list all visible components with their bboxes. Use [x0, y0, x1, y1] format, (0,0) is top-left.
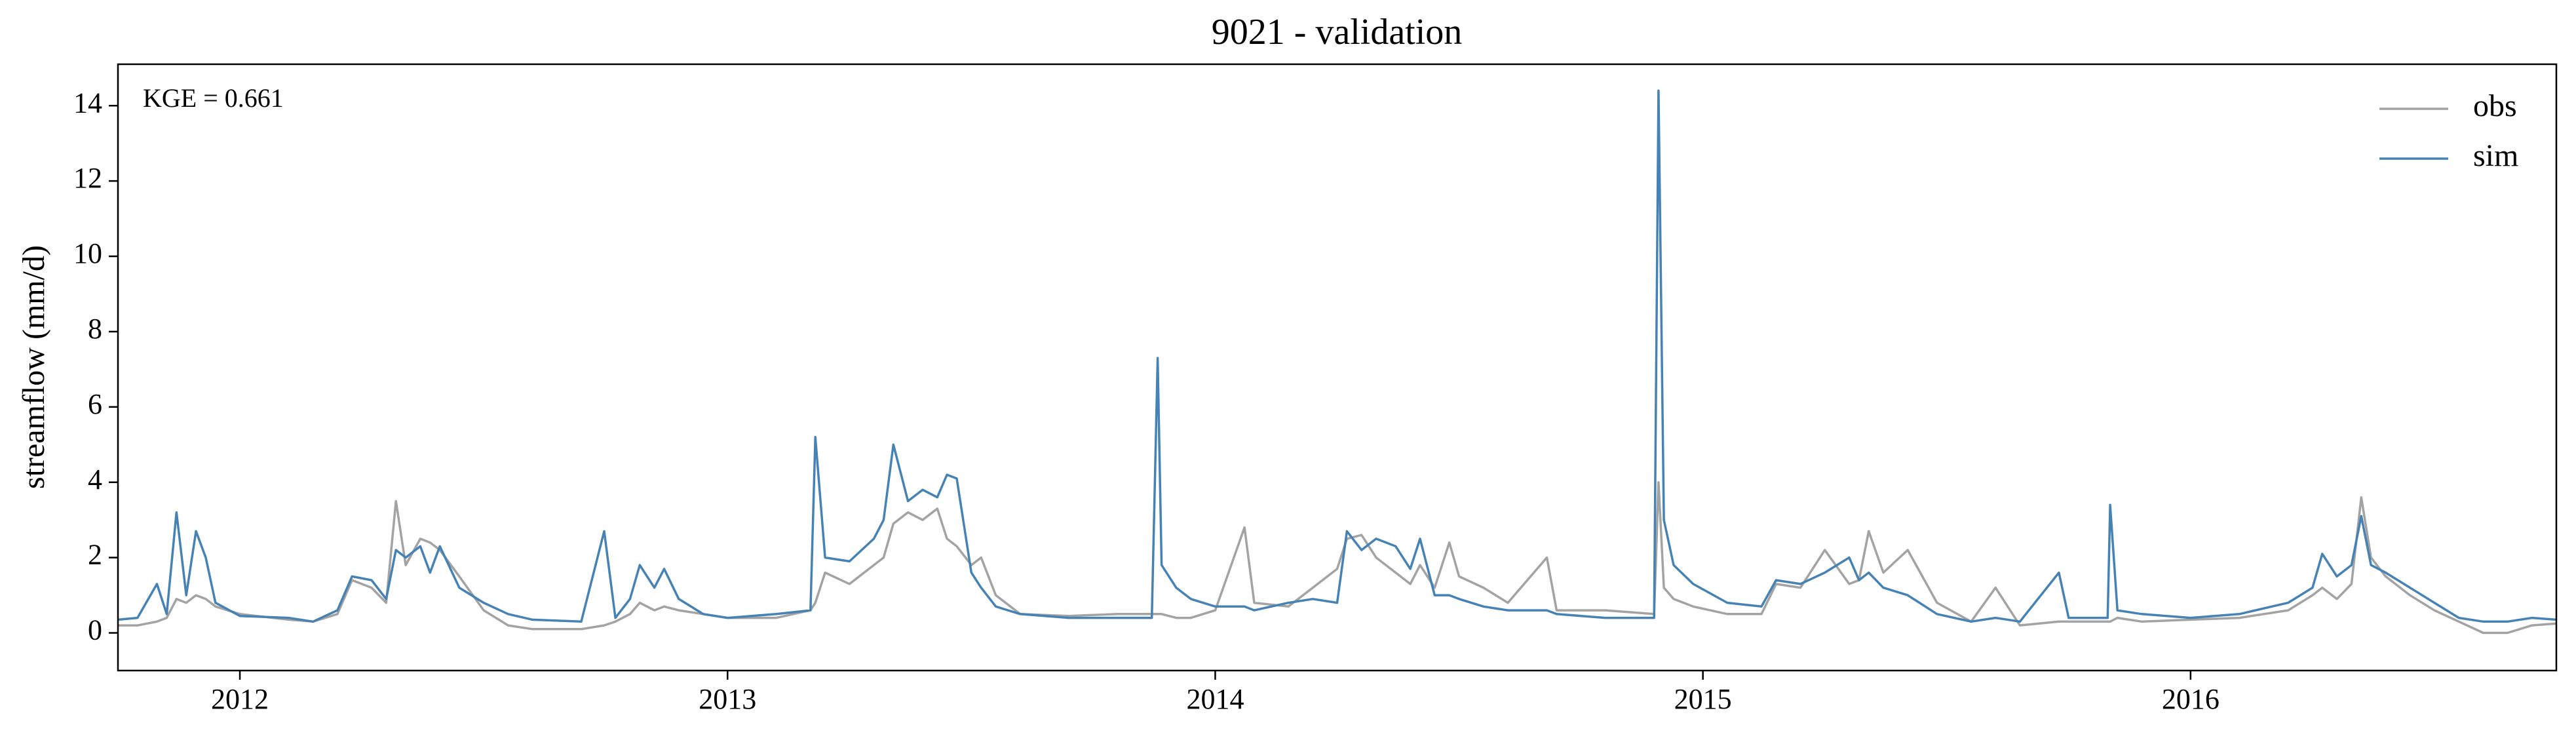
x-tick-label: 2015 [1674, 683, 1732, 715]
y-tick-label: 0 [88, 614, 102, 646]
y-tick-label: 10 [73, 237, 102, 269]
annotation: KGE = 0.661 [143, 83, 284, 113]
y-tick-label: 12 [73, 162, 102, 194]
x-tick-label: 2016 [2162, 683, 2220, 715]
x-tick-label: 2014 [1186, 683, 1244, 715]
series-line [117, 89, 2557, 623]
y-tick-label: 6 [88, 388, 102, 420]
x-tick-label: 2012 [211, 683, 269, 715]
y-tick-label: 4 [88, 463, 102, 496]
y-tick-label: 8 [88, 313, 102, 345]
legend-label: obs [2473, 88, 2517, 123]
chart-title: 9021 - validation [1212, 12, 1463, 52]
y-tick-label: 2 [88, 539, 102, 571]
x-tick-label: 2013 [699, 683, 756, 715]
legend-label: sim [2473, 138, 2518, 173]
y-tick-label: 14 [73, 87, 102, 119]
plot-frame [117, 63, 2558, 672]
series-line [118, 480, 2557, 635]
y-axis-label: streamflow (mm/d) [16, 245, 51, 489]
